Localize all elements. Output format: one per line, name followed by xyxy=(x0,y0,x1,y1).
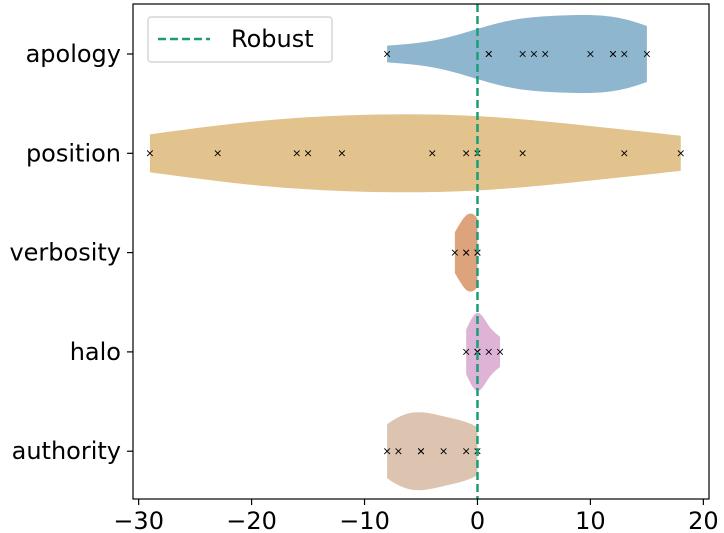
x-tick-label-5: 20 xyxy=(688,507,719,533)
y-tick-label-authority: authority xyxy=(12,437,121,465)
x-tick-label-3: 0 xyxy=(470,507,485,533)
point-apology-0 xyxy=(383,50,391,58)
x-tick-label-2: −10 xyxy=(339,507,390,533)
point-position-5 xyxy=(429,150,436,157)
point-position-10 xyxy=(677,150,684,157)
point-apology-5 xyxy=(542,50,549,58)
y-tick-label-apology: apology xyxy=(26,40,121,68)
x-tick-label-1: −20 xyxy=(226,507,277,533)
point-position-9 xyxy=(621,150,628,157)
point-verbosity-4 xyxy=(474,249,481,256)
violin-position xyxy=(149,114,681,193)
point-authority-0 xyxy=(383,448,391,455)
point-position-4 xyxy=(338,150,346,157)
point-position-1 xyxy=(214,150,221,157)
violin-apology xyxy=(387,15,647,93)
point-apology-8 xyxy=(609,50,617,58)
point-authority-5 xyxy=(463,448,470,455)
point-apology-4 xyxy=(530,50,538,58)
point-verbosity-0 xyxy=(451,249,459,256)
y-tick-label-halo: halo xyxy=(70,338,121,366)
point-authority-3 xyxy=(417,448,425,455)
violin-halo xyxy=(466,312,501,391)
violin-authority xyxy=(387,412,478,491)
violin-bodies xyxy=(149,15,681,491)
y-tick-label-verbosity: verbosity xyxy=(9,239,121,267)
x-axis-ticks: −30 −20 −10 0 10 20 xyxy=(113,499,719,533)
point-position-6 xyxy=(463,150,470,157)
point-position-0 xyxy=(146,150,154,157)
y-tick-label-position: position xyxy=(26,139,121,167)
point-halo-0 xyxy=(463,348,470,356)
point-halo-3 xyxy=(474,348,481,356)
point-position-3 xyxy=(304,150,312,157)
point-authority-4 xyxy=(440,448,447,455)
point-position-8 xyxy=(519,150,526,157)
point-apology-6 xyxy=(587,50,594,58)
point-halo-4 xyxy=(485,348,492,356)
point-verbosity-2 xyxy=(463,249,470,256)
point-apology-2 xyxy=(485,50,492,58)
point-authority-1 xyxy=(395,448,402,455)
point-position-2 xyxy=(293,150,300,157)
data-points xyxy=(146,50,684,455)
x-tick-label-0: −30 xyxy=(113,507,164,533)
point-apology-10 xyxy=(643,50,651,58)
point-apology-3 xyxy=(519,50,526,58)
y-axis-ticks: apology position verbosity halo authority xyxy=(9,40,133,465)
x-tick-label-4: 10 xyxy=(575,507,606,533)
axes-frame xyxy=(132,3,710,500)
legend: Robust xyxy=(147,16,333,63)
point-halo-5 xyxy=(496,348,504,356)
legend-robust-label: Robust xyxy=(231,25,314,53)
legend-box xyxy=(147,16,333,63)
point-apology-9 xyxy=(621,50,628,58)
